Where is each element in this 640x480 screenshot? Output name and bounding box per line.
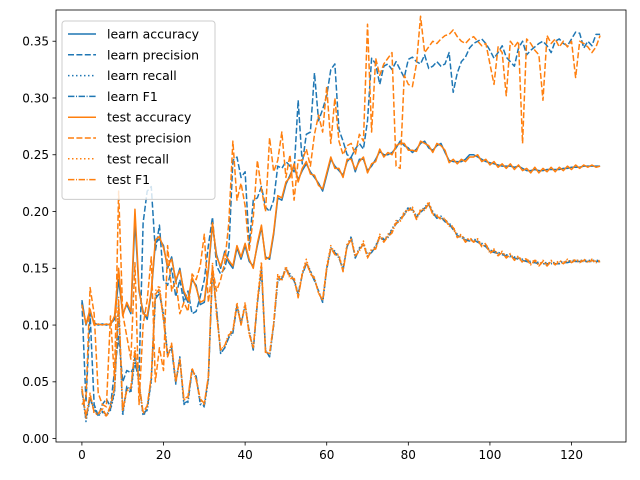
series-test-f1-line bbox=[81, 202, 601, 418]
plot-frame bbox=[55, 9, 627, 443]
x-tick-label: 60 bbox=[319, 448, 334, 462]
legend-label-learn-precision: learn precision bbox=[107, 47, 199, 62]
x-tick-label: 100 bbox=[478, 448, 501, 462]
legend-box bbox=[61, 20, 216, 200]
x-tick-label: 20 bbox=[156, 448, 171, 462]
series-test-precision-line bbox=[81, 15, 601, 408]
y-tick-label: 0.20 bbox=[22, 205, 49, 219]
legend-label-test-precision: test precision bbox=[107, 131, 191, 146]
x-tick-label: 40 bbox=[237, 448, 252, 462]
legend-label-learn-recall: learn recall bbox=[107, 68, 177, 83]
legend: learn accuracy learn precision learn recal… bbox=[61, 20, 216, 200]
y-tick-label: 0.35 bbox=[22, 35, 49, 49]
x-tick-label: 0 bbox=[78, 448, 86, 462]
y-tick-label: 0.10 bbox=[22, 318, 49, 332]
series-learn-f1-line bbox=[81, 203, 601, 421]
legend-label-learn-f1: learn F1 bbox=[107, 89, 158, 104]
x-tick-label: 120 bbox=[560, 448, 583, 462]
legend-label-learn-accuracy: learn accuracy bbox=[107, 27, 200, 42]
x-tick-label: 80 bbox=[401, 448, 416, 462]
y-tick-label: 0.05 bbox=[22, 375, 49, 389]
y-tick-label: 0.00 bbox=[22, 432, 49, 446]
y-tick-label: 0.30 bbox=[22, 91, 49, 105]
series-layer bbox=[81, 15, 601, 423]
axes-layer: 0 20 40 60 80 100 120 0.00 0.05 0.10 0.15 0.20 0.25 0… bbox=[22, 35, 583, 462]
series-learn-precision-line bbox=[81, 31, 601, 417]
series-test-accuracy-line bbox=[81, 140, 601, 326]
legend-label-test-f1: test F1 bbox=[107, 172, 150, 187]
legend-label-test-recall: test recall bbox=[107, 151, 169, 166]
legend-label-test-accuracy: test accuracy bbox=[107, 110, 192, 125]
y-tick-label: 0.25 bbox=[22, 148, 49, 162]
y-tick-label: 0.15 bbox=[22, 262, 49, 276]
